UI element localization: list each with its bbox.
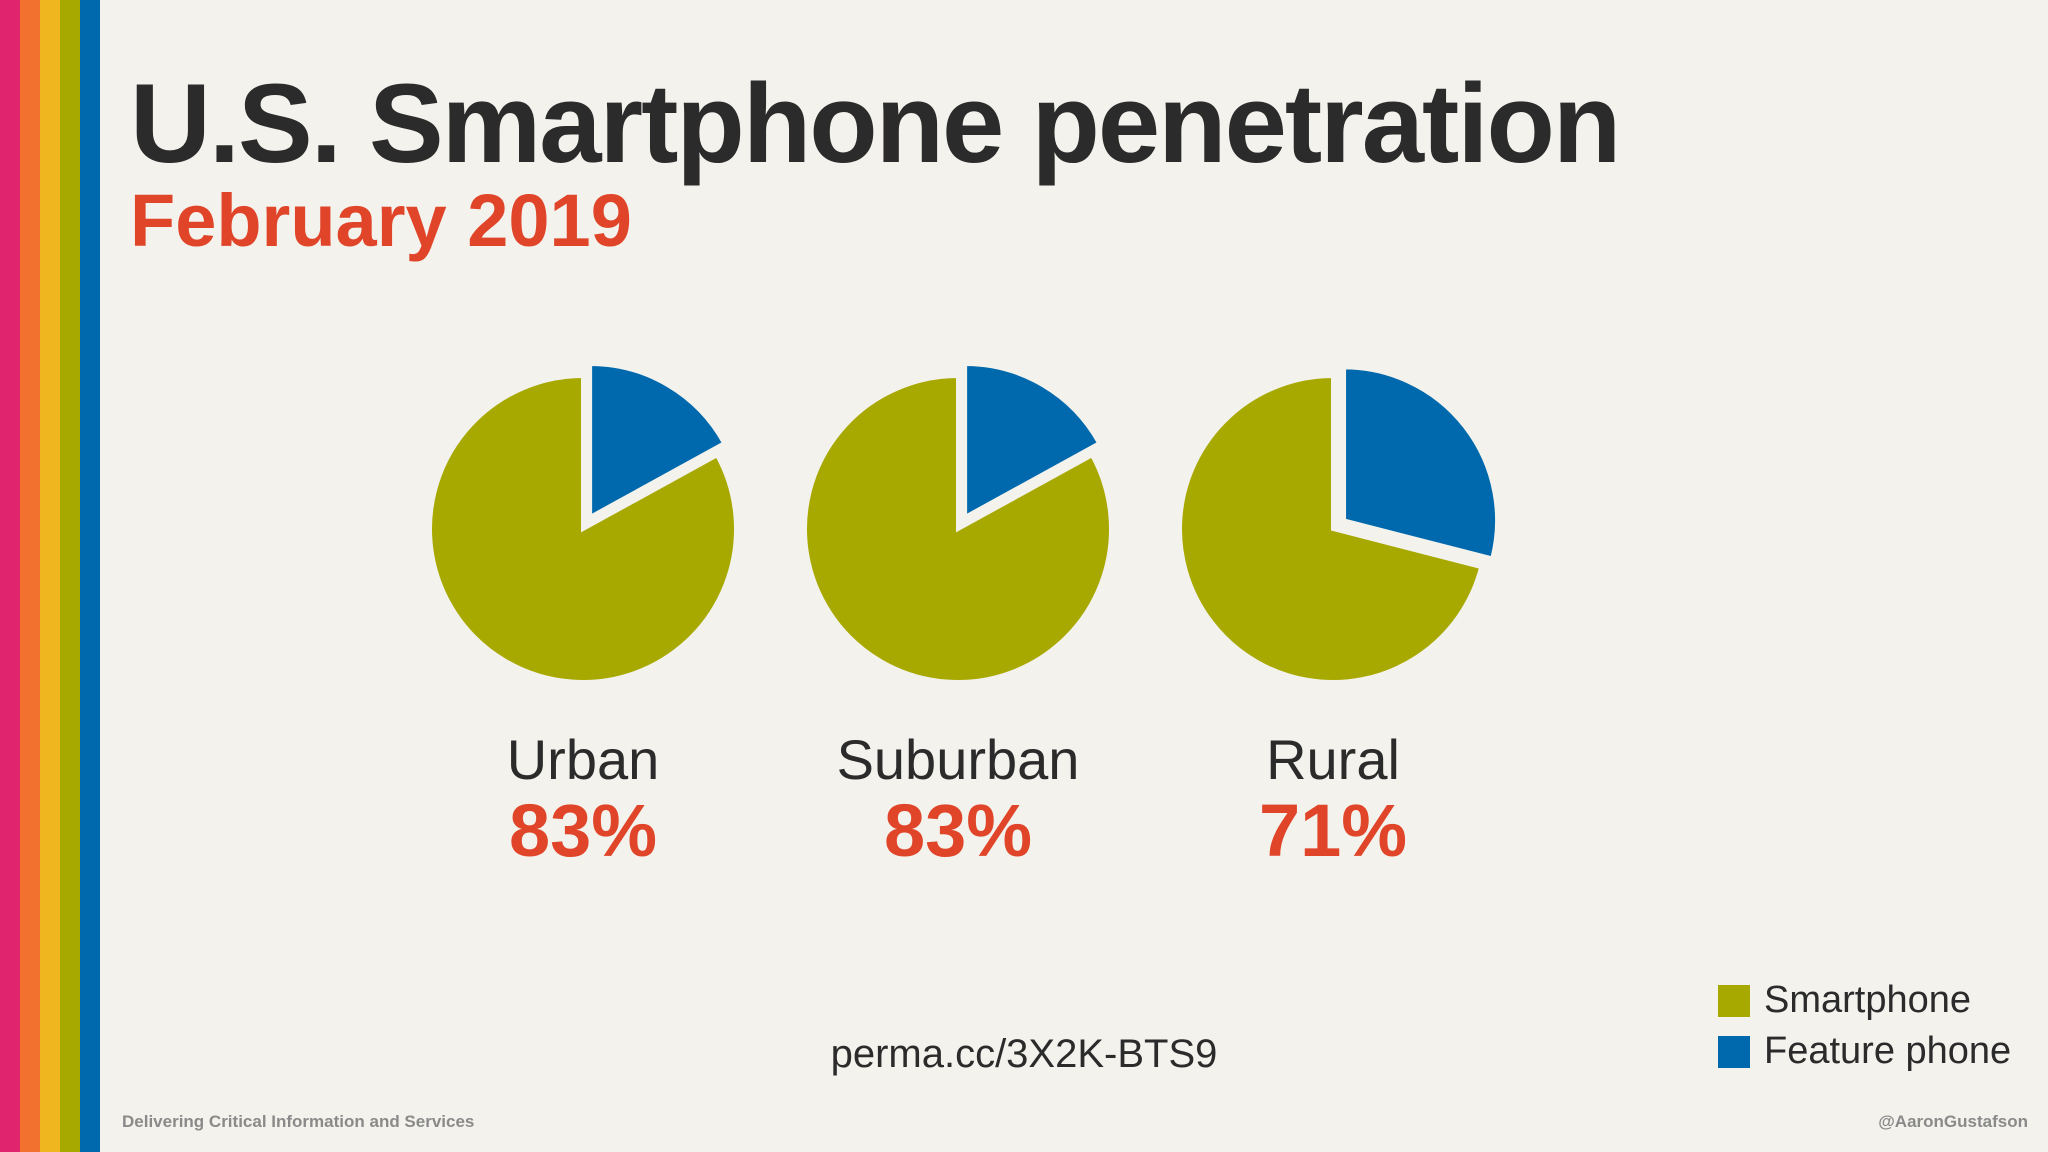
slide-subtitle: February 2019	[130, 179, 632, 262]
pie-rural	[1178, 365, 1500, 684]
legend-label-feature-phone: Feature phone	[1764, 1030, 2012, 1072]
stripe-olive	[60, 0, 80, 1152]
pie-urban	[428, 361, 738, 684]
stripe-magenta	[0, 0, 20, 1152]
legend-swatch-smartphone	[1718, 984, 1750, 1017]
stripe-yellow	[40, 0, 60, 1152]
pie-value-urban: 83%	[508, 789, 658, 872]
pie-value-rural: 71%	[1258, 789, 1408, 872]
pie-slice-smartphone-urban	[428, 373, 738, 684]
slide-title: U.S. Smartphone penetration	[130, 61, 1621, 186]
legend-swatch-feature-phone	[1718, 1035, 1750, 1068]
source-link[interactable]: perma.cc/3X2K-BTS9	[830, 1032, 1218, 1076]
decorative-stripes	[0, 0, 100, 1152]
pie-label-rural: Rural	[1266, 728, 1400, 791]
legend-item-feature-phone: Feature phone	[1718, 1026, 2011, 1077]
footer-author-handle: @AaronGustafson	[1878, 1112, 2028, 1131]
stripe-orange	[20, 0, 40, 1152]
pie-suburban	[803, 361, 1113, 684]
legend-item-smartphone: Smartphone	[1718, 975, 2011, 1026]
legend-label-smartphone: Smartphone	[1764, 979, 1972, 1021]
pie-slice-feature-phone-urban	[588, 361, 727, 521]
footer-presentation-title: Delivering Critical Information and Serv…	[122, 1112, 475, 1131]
pie-slice-smartphone-suburban	[803, 373, 1113, 684]
pie-slice-smartphone-rural	[1178, 373, 1484, 684]
pie-slice-feature-phone-suburban	[963, 361, 1102, 521]
pie-value-suburban: 83%	[883, 789, 1033, 872]
pie-label-urban: Urban	[506, 728, 660, 791]
stripe-blue	[80, 0, 100, 1152]
legend: Smartphone Feature phone	[1718, 975, 2011, 1077]
pie-label-suburban: Suburban	[836, 728, 1080, 791]
pie-slice-feature-phone-rural	[1342, 365, 1500, 561]
